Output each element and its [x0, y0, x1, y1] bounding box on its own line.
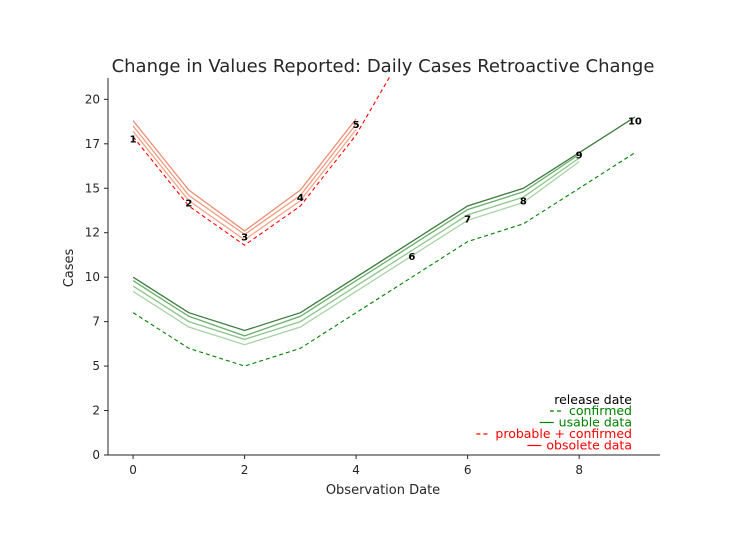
chart-title: Change in Values Reported: Daily Cases R…	[112, 56, 655, 77]
point-label: 9	[576, 150, 583, 161]
series-line-obsolete-3	[132, 118, 357, 232]
legend-entry-label: obsolete data	[546, 438, 632, 453]
series-line-obsolete-1	[132, 129, 357, 241]
series-layer	[132, 76, 636, 367]
point-label: 5	[353, 120, 360, 131]
point-label-layer: 1 2 3 4 5 6 7 8 9 10	[130, 117, 642, 263]
point-label: 2	[185, 198, 192, 209]
series-line-usable-7	[132, 153, 580, 337]
y-tick-label: 5	[92, 359, 100, 373]
point-label: 3	[241, 232, 248, 243]
y-tick-label: 7	[92, 315, 100, 329]
y-tick-label: 10	[85, 270, 100, 284]
series-line-usable-8	[132, 116, 636, 332]
y-tick-label: 2	[92, 404, 100, 418]
legend-title: release date	[554, 392, 632, 407]
point-label: 4	[297, 193, 304, 204]
series-line-confirmed-4	[132, 152, 636, 367]
legend-entry-label: probable + confirmed	[495, 426, 632, 441]
x-tick-label: 4	[352, 463, 360, 477]
y-tick-label: 20	[85, 92, 100, 106]
x-axis-label: Observation Date	[326, 483, 440, 498]
x-tick-label: 8	[575, 463, 583, 477]
series-line-obsolete-0	[132, 76, 391, 246]
legend-entry-label: confirmed	[569, 403, 632, 418]
y-tick-label: 17	[85, 137, 100, 151]
y-axis-label: Cases	[62, 248, 77, 287]
point-label: 6	[408, 252, 415, 263]
x-tick-label: 6	[464, 463, 472, 477]
legend-entry-label: usable data	[559, 415, 632, 430]
y-tick-label: 12	[85, 226, 100, 240]
x-tick-label: 0	[129, 463, 137, 477]
series-line-obsolete-2	[132, 123, 357, 236]
y-tick-label: 15	[85, 181, 100, 195]
x-tick-label: 2	[241, 463, 249, 477]
y-tick-label: 0	[92, 448, 100, 462]
point-label: 7	[464, 214, 471, 225]
point-label: 8	[520, 197, 527, 208]
series-line-usable-5	[132, 161, 580, 346]
point-label: 10	[628, 117, 642, 128]
point-label: 1	[130, 134, 137, 145]
series-line-usable-6	[132, 157, 580, 341]
